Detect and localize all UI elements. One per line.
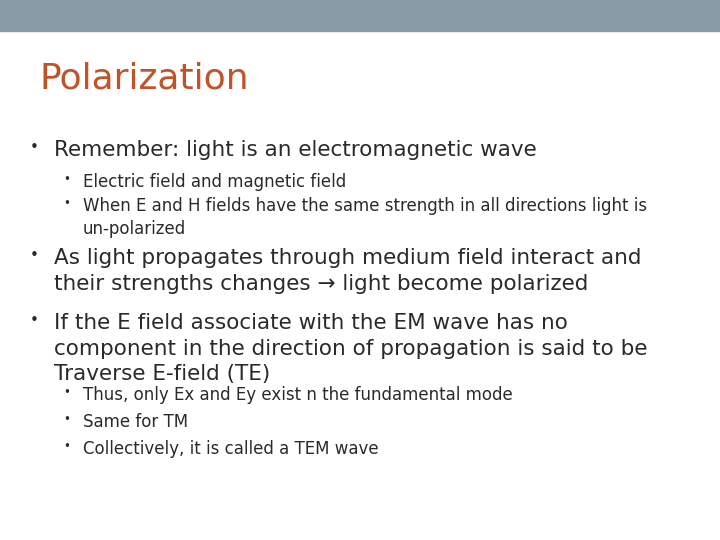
Text: Collectively, it is called a TEM wave: Collectively, it is called a TEM wave [83, 440, 379, 458]
Text: •: • [30, 248, 39, 264]
Text: •: • [63, 386, 71, 399]
Text: •: • [63, 197, 71, 210]
Text: Polarization: Polarization [40, 62, 249, 95]
Text: •: • [63, 440, 71, 453]
Text: Same for TM: Same for TM [83, 413, 188, 431]
Text: Remember: light is an electromagnetic wave: Remember: light is an electromagnetic wa… [54, 140, 536, 160]
Text: •: • [63, 173, 71, 186]
Text: Thus, only Ex and Ey exist n the fundamental mode: Thus, only Ex and Ey exist n the fundame… [83, 386, 513, 404]
Text: If the E field associate with the EM wave has no
component in the direction of p: If the E field associate with the EM wav… [54, 313, 647, 384]
Text: When E and H fields have the same strength in all directions light is
un-polariz: When E and H fields have the same streng… [83, 197, 647, 238]
Text: As light propagates through medium field interact and
their strengths changes → : As light propagates through medium field… [54, 248, 642, 294]
Text: •: • [63, 413, 71, 426]
Text: Electric field and magnetic field: Electric field and magnetic field [83, 173, 346, 191]
Text: •: • [30, 313, 39, 328]
Text: •: • [30, 140, 39, 156]
